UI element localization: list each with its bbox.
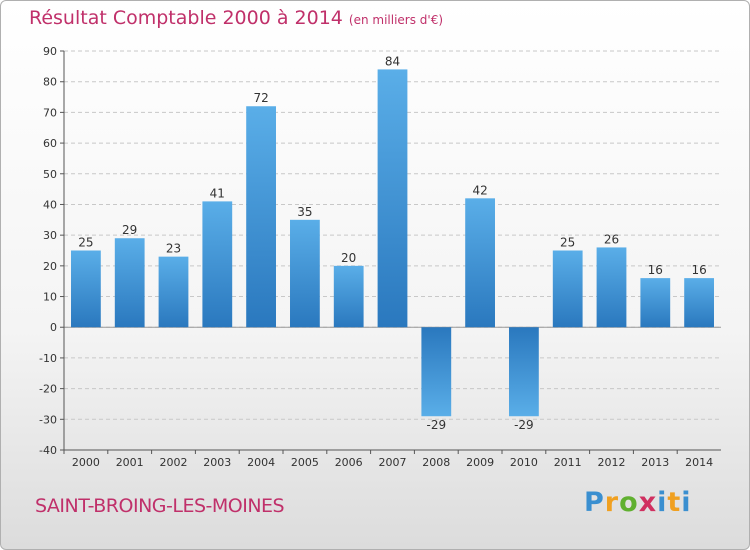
- bar: [509, 327, 539, 417]
- x-tick-label: 2006: [335, 456, 363, 469]
- y-tick-label: 50: [43, 168, 57, 181]
- y-tick-label: 0: [50, 321, 57, 334]
- data-label: 16: [691, 263, 706, 277]
- x-tick-label: 2001: [116, 456, 144, 469]
- data-label: 72: [253, 91, 268, 105]
- logo-letter-3: o: [619, 487, 639, 518]
- logo-letter-7: i: [681, 487, 692, 518]
- x-tick-label: 2010: [510, 456, 538, 469]
- x-tick-label: 2013: [641, 456, 669, 469]
- bar: [333, 265, 364, 328]
- x-tick-label: 2011: [554, 456, 582, 469]
- data-label: 29: [122, 223, 137, 237]
- bar: [114, 238, 145, 328]
- place-name: SAINT-BROING-LES-MOINES: [35, 495, 285, 517]
- y-tick-label: 80: [43, 76, 57, 89]
- x-tick-label: 2012: [598, 456, 626, 469]
- data-label: 25: [560, 236, 575, 250]
- bar: [596, 247, 627, 328]
- data-label: 26: [604, 232, 619, 246]
- data-label: 41: [210, 186, 225, 200]
- y-tick-label: -40: [39, 444, 57, 457]
- data-label: 20: [341, 251, 356, 265]
- bar: [465, 198, 495, 328]
- x-tick-label: 2003: [203, 456, 231, 469]
- logo-letter-5: i: [657, 487, 668, 518]
- y-tick-label: -20: [39, 383, 57, 396]
- bar: [246, 106, 276, 328]
- x-tick-label: 2000: [72, 456, 100, 469]
- x-tick-label: 2008: [422, 456, 450, 469]
- x-tick-label: 2002: [160, 456, 188, 469]
- data-label: -29: [426, 418, 446, 432]
- data-label: 16: [648, 263, 663, 277]
- x-tick-label: 2007: [379, 456, 407, 469]
- bar: [421, 327, 452, 417]
- bar: [377, 69, 408, 328]
- proxiti-logo[interactable]: Proxiti: [584, 487, 692, 518]
- bar: [684, 278, 714, 328]
- y-tick-label: 30: [43, 229, 57, 242]
- data-label: 35: [297, 205, 312, 219]
- y-tick-label: 10: [43, 291, 57, 304]
- data-label: 84: [385, 54, 400, 68]
- y-tick-label: 90: [43, 45, 57, 58]
- y-tick-label: -10: [39, 352, 57, 365]
- y-tick-label: 40: [43, 198, 57, 211]
- x-tick-label: 2005: [291, 456, 319, 469]
- logo-letter-4: x: [638, 487, 658, 518]
- data-label: -29: [514, 418, 534, 432]
- logo-letter-1: P: [584, 487, 605, 518]
- x-tick-label: 2009: [466, 456, 494, 469]
- data-label: 42: [472, 183, 487, 197]
- x-tick-label: 2014: [685, 456, 713, 469]
- logo-letter-6: t: [667, 487, 682, 518]
- bar: [290, 219, 320, 328]
- data-label: 23: [166, 242, 181, 256]
- bar: [71, 250, 101, 328]
- bar: [552, 250, 583, 328]
- y-tick-label: -30: [39, 413, 57, 426]
- data-label: 25: [78, 236, 93, 250]
- y-tick-label: 60: [43, 137, 57, 150]
- x-tick-label: 2004: [247, 456, 275, 469]
- y-tick-label: 70: [43, 106, 57, 119]
- bar: [158, 256, 189, 328]
- chart-title-text: Résultat Comptable 2000 à 2014: [29, 7, 343, 29]
- bar: [640, 278, 671, 328]
- bar: [202, 201, 233, 328]
- y-tick-label: 20: [43, 260, 57, 273]
- chart-title: Résultat Comptable 2000 à 2014 (en millie…: [29, 7, 443, 29]
- chart-subtitle: (en milliers d'€): [348, 13, 444, 27]
- logo-letter-2: r: [604, 487, 620, 518]
